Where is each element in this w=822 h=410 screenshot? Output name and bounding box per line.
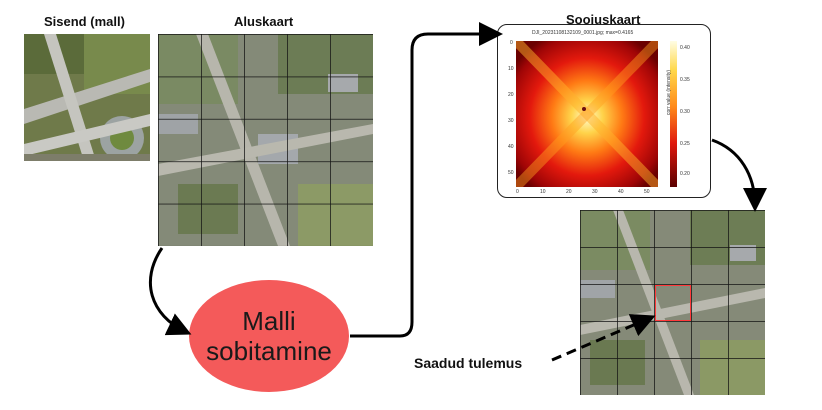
heatmap-xtick: 20 — [566, 189, 572, 195]
heatmap-title: DJI_20231108132109_0001.jpg; max=0.4165 — [532, 30, 634, 36]
template-matching-node: Malli sobitamine — [189, 280, 349, 392]
heatmap-ytick: 0 — [510, 40, 513, 46]
base-map-image — [158, 34, 373, 246]
heatmap-label: Soojuskaart — [566, 12, 641, 27]
arrow-basemap-to-matching — [148, 247, 192, 336]
base-map-label: Aluskaart — [234, 14, 294, 29]
heatmap-ytick: 10 — [508, 66, 514, 72]
colorbar-tick: 0.40 — [680, 45, 690, 51]
heatmap-ytick: 40 — [508, 144, 514, 150]
input-template-image — [24, 34, 150, 161]
heatmap-xtick: 0 — [516, 189, 519, 195]
heatmap-max-point — [582, 107, 586, 111]
heatmap-plot — [516, 41, 658, 187]
arrow-label-to-match — [551, 314, 656, 362]
result-map-grid — [580, 210, 765, 395]
heatmap-xtick: 40 — [618, 189, 624, 195]
input-template-label: Sisend (mall) — [44, 14, 125, 29]
heatmap-colorbar — [670, 41, 677, 187]
colorbar-tick: 0.30 — [680, 109, 690, 115]
process-label-line-1: Malli — [242, 306, 296, 336]
heatmap-card: DJI_20231108132109_0001.jpg; max=0.4165 … — [497, 24, 711, 198]
match-box — [655, 285, 691, 321]
heatmap-ytick: 30 — [508, 118, 514, 124]
result-label: Saadud tulemus — [414, 355, 523, 371]
colorbar-tick: 0.35 — [680, 77, 690, 83]
arrow-heatmap-to-result — [711, 138, 767, 212]
base-map-grid — [158, 34, 373, 246]
heatmap-ytick: 50 — [508, 170, 514, 176]
heatmap-xtick: 30 — [592, 189, 598, 195]
colorbar-tick: 0.20 — [680, 171, 690, 177]
heatmap-xtick: 10 — [540, 189, 546, 195]
heatmap-xtick: 50 — [644, 189, 650, 195]
process-label-line-2: sobitamine — [206, 336, 332, 366]
result-map-image — [580, 210, 765, 395]
arrow-matching-to-heatmap — [350, 22, 503, 338]
colorbar-tick: 0.25 — [680, 141, 690, 147]
heatmap-ytick: 20 — [508, 92, 514, 98]
